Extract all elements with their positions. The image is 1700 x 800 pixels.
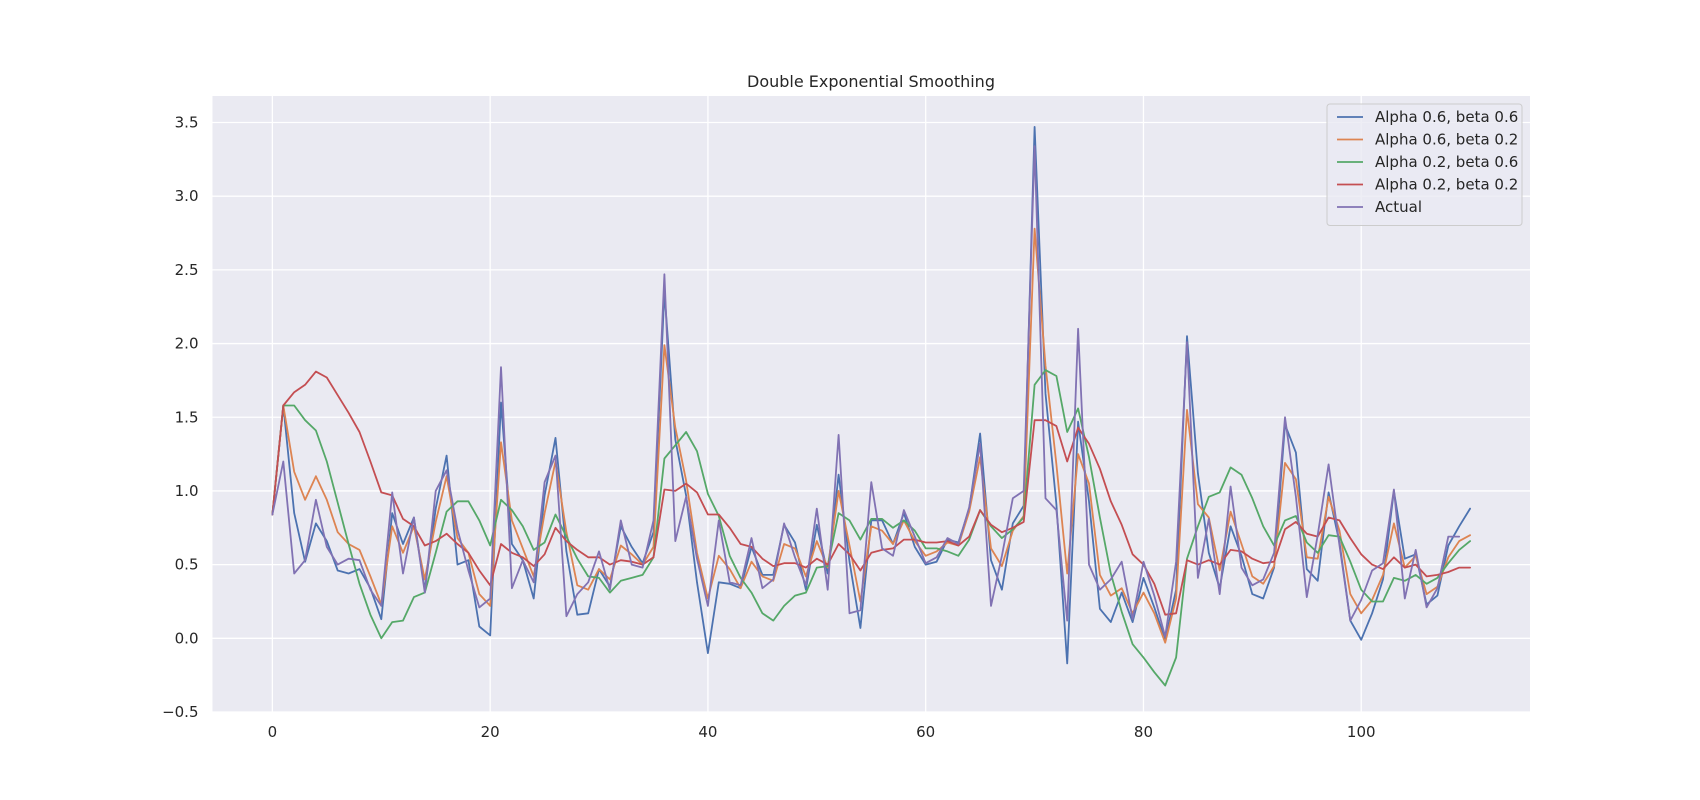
legend-label: Alpha 0.6, beta 0.6 xyxy=(1375,108,1518,126)
legend-label: Alpha 0.2, beta 0.2 xyxy=(1375,176,1518,194)
y-tick-label: 3.0 xyxy=(175,187,199,205)
series-line-3 xyxy=(271,369,1471,687)
y-tick-label: −0.5 xyxy=(162,703,198,721)
legend: Alpha 0.6, beta 0.6 Alpha 0.6, beta 0.2 Al… xyxy=(1326,103,1523,226)
x-tick-label: 100 xyxy=(1347,723,1376,741)
series-line-5 xyxy=(271,145,1461,638)
x-tick-label: 80 xyxy=(1134,723,1153,741)
tick-labels: 0 20 40 60 80 100 −0.5 0.0 0.5 1.0 1.5 2.0 2.5 3.0 3.5 xyxy=(162,114,1375,741)
y-tick-label: 2.0 xyxy=(175,335,199,353)
y-tick-label: 1.5 xyxy=(175,408,199,426)
x-tick-label: 40 xyxy=(698,723,717,741)
series-line-2 xyxy=(271,227,1471,644)
y-tick-label: 2.5 xyxy=(175,261,199,279)
chart-title: Double Exponential Smoothing xyxy=(747,72,995,91)
x-tick-label: 20 xyxy=(481,723,500,741)
x-tick-label: 0 xyxy=(268,723,278,741)
legend-label: Alpha 0.2, beta 0.6 xyxy=(1375,153,1518,171)
legend-label: Alpha 0.6, beta 0.2 xyxy=(1375,131,1518,149)
y-tick-label: 1.0 xyxy=(175,482,199,500)
y-tick-label: 3.5 xyxy=(175,114,199,132)
series-lines xyxy=(271,126,1471,687)
plot-background xyxy=(212,96,1530,712)
y-tick-label: 0.0 xyxy=(175,629,199,647)
legend-box xyxy=(1326,103,1523,226)
x-tick-label: 60 xyxy=(916,723,935,741)
legend-label: Actual xyxy=(1375,198,1422,216)
y-tick-label: 0.5 xyxy=(175,556,199,574)
